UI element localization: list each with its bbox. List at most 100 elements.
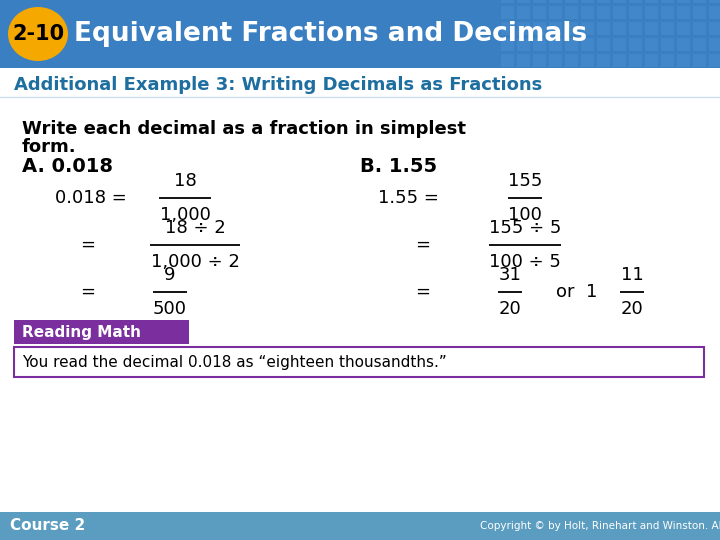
Bar <box>501 54 514 67</box>
Text: A. 0.018: A. 0.018 <box>22 157 113 176</box>
Bar <box>693 38 706 51</box>
Bar <box>613 6 626 19</box>
Bar <box>709 22 720 35</box>
Bar <box>565 0 578 3</box>
Bar <box>533 22 546 35</box>
Text: Additional Example 3: Writing Decimals as Fractions: Additional Example 3: Writing Decimals a… <box>14 76 542 94</box>
Bar <box>597 54 610 67</box>
Bar <box>549 0 562 3</box>
Bar <box>613 22 626 35</box>
Bar <box>565 38 578 51</box>
Text: 31: 31 <box>498 266 521 284</box>
Text: =: = <box>415 283 430 301</box>
Bar <box>661 6 674 19</box>
Text: 100 ÷ 5: 100 ÷ 5 <box>489 253 561 271</box>
Bar <box>693 0 706 3</box>
Text: or  1: or 1 <box>556 283 598 301</box>
Bar <box>629 38 642 51</box>
Bar <box>549 54 562 67</box>
Bar <box>0 512 720 540</box>
Text: 0.018 =: 0.018 = <box>55 189 127 207</box>
Bar <box>501 6 514 19</box>
Text: 1,000 ÷ 2: 1,000 ÷ 2 <box>150 253 240 271</box>
Bar <box>677 38 690 51</box>
Text: Course 2: Course 2 <box>10 518 85 534</box>
Text: You read the decimal 0.018 as “eighteen thousandths.”: You read the decimal 0.018 as “eighteen … <box>22 354 446 369</box>
Bar <box>693 22 706 35</box>
Bar <box>661 0 674 3</box>
Bar <box>629 6 642 19</box>
Text: Write each decimal as a fraction in simplest: Write each decimal as a fraction in simp… <box>22 120 466 138</box>
Bar <box>501 0 514 3</box>
Text: 2-10: 2-10 <box>12 24 64 44</box>
Bar <box>597 22 610 35</box>
Bar <box>14 347 704 377</box>
Text: 500: 500 <box>153 300 187 318</box>
Bar <box>629 22 642 35</box>
Bar <box>581 0 594 3</box>
Text: form.: form. <box>22 138 76 156</box>
Text: Equivalent Fractions and Decimals: Equivalent Fractions and Decimals <box>74 21 587 47</box>
Bar <box>565 6 578 19</box>
Bar <box>565 22 578 35</box>
Bar <box>645 38 658 51</box>
Bar <box>581 54 594 67</box>
Bar <box>581 6 594 19</box>
Bar <box>629 0 642 3</box>
Bar <box>629 54 642 67</box>
Bar <box>645 6 658 19</box>
Bar <box>597 6 610 19</box>
Bar <box>709 54 720 67</box>
Text: =: = <box>415 236 430 254</box>
Bar <box>14 320 189 344</box>
Bar <box>661 38 674 51</box>
Bar <box>597 38 610 51</box>
Bar <box>677 0 690 3</box>
Bar <box>533 38 546 51</box>
Text: B. 1.55: B. 1.55 <box>360 157 437 176</box>
Text: 100: 100 <box>508 206 542 224</box>
Bar <box>645 0 658 3</box>
Bar <box>661 22 674 35</box>
Bar <box>501 22 514 35</box>
Text: 18 ÷ 2: 18 ÷ 2 <box>165 219 225 237</box>
Bar <box>533 6 546 19</box>
Text: 1.55 =: 1.55 = <box>378 189 439 207</box>
Bar <box>517 22 530 35</box>
Bar <box>693 6 706 19</box>
Text: Reading Math: Reading Math <box>22 325 141 340</box>
Bar <box>517 0 530 3</box>
Bar <box>709 0 720 3</box>
Text: 20: 20 <box>621 300 644 318</box>
Text: 9: 9 <box>164 266 176 284</box>
Ellipse shape <box>8 7 68 61</box>
Bar <box>581 38 594 51</box>
Text: Copyright © by Holt, Rinehart and Winston. All Rights Reserved.: Copyright © by Holt, Rinehart and Winsto… <box>480 521 720 531</box>
Bar <box>677 22 690 35</box>
Bar <box>549 38 562 51</box>
Bar <box>645 22 658 35</box>
Text: 155 ÷ 5: 155 ÷ 5 <box>489 219 561 237</box>
Text: 11: 11 <box>621 266 644 284</box>
Bar <box>0 0 720 68</box>
Bar <box>613 0 626 3</box>
Bar <box>581 22 594 35</box>
Bar <box>613 54 626 67</box>
Bar <box>661 54 674 67</box>
Bar <box>709 6 720 19</box>
Bar <box>517 54 530 67</box>
Bar <box>597 0 610 3</box>
Bar <box>501 38 514 51</box>
Text: 20: 20 <box>499 300 521 318</box>
Bar <box>677 54 690 67</box>
Bar <box>517 6 530 19</box>
Bar <box>549 6 562 19</box>
Text: =: = <box>80 236 95 254</box>
Bar <box>709 38 720 51</box>
Text: 1,000: 1,000 <box>160 206 210 224</box>
Bar <box>565 54 578 67</box>
Bar <box>693 54 706 67</box>
Text: 155: 155 <box>508 172 542 190</box>
Bar <box>549 22 562 35</box>
Bar <box>645 54 658 67</box>
